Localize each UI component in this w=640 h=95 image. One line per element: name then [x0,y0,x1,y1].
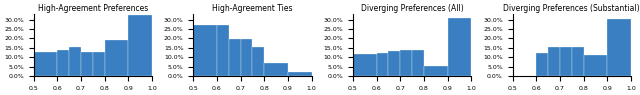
Bar [388,51,400,76]
Bar [58,50,69,76]
Bar [584,55,607,76]
Title: High-Agreement Ties: High-Agreement Ties [212,4,292,13]
Bar [353,54,376,76]
Bar [217,25,229,76]
Bar [536,53,548,76]
Bar [129,15,152,76]
Title: High-Agreement Preferences: High-Agreement Preferences [38,4,148,13]
Bar [252,47,264,76]
Title: Diverging Preferences (Substantial): Diverging Preferences (Substantial) [504,4,640,13]
Bar [572,47,584,76]
Bar [412,50,424,76]
Bar [193,25,217,76]
Bar [607,19,631,76]
Bar [81,52,93,76]
Bar [93,52,105,76]
Bar [34,52,58,76]
Bar [241,39,252,76]
Bar [376,53,388,76]
Bar [424,66,447,76]
Bar [560,47,572,76]
Bar [548,47,560,76]
Bar [400,50,412,76]
Bar [229,39,241,76]
Bar [264,63,288,76]
Title: Diverging Preferences (All): Diverging Preferences (All) [361,4,463,13]
Bar [288,72,312,76]
Bar [69,47,81,76]
Bar [447,18,471,76]
Bar [105,40,129,76]
